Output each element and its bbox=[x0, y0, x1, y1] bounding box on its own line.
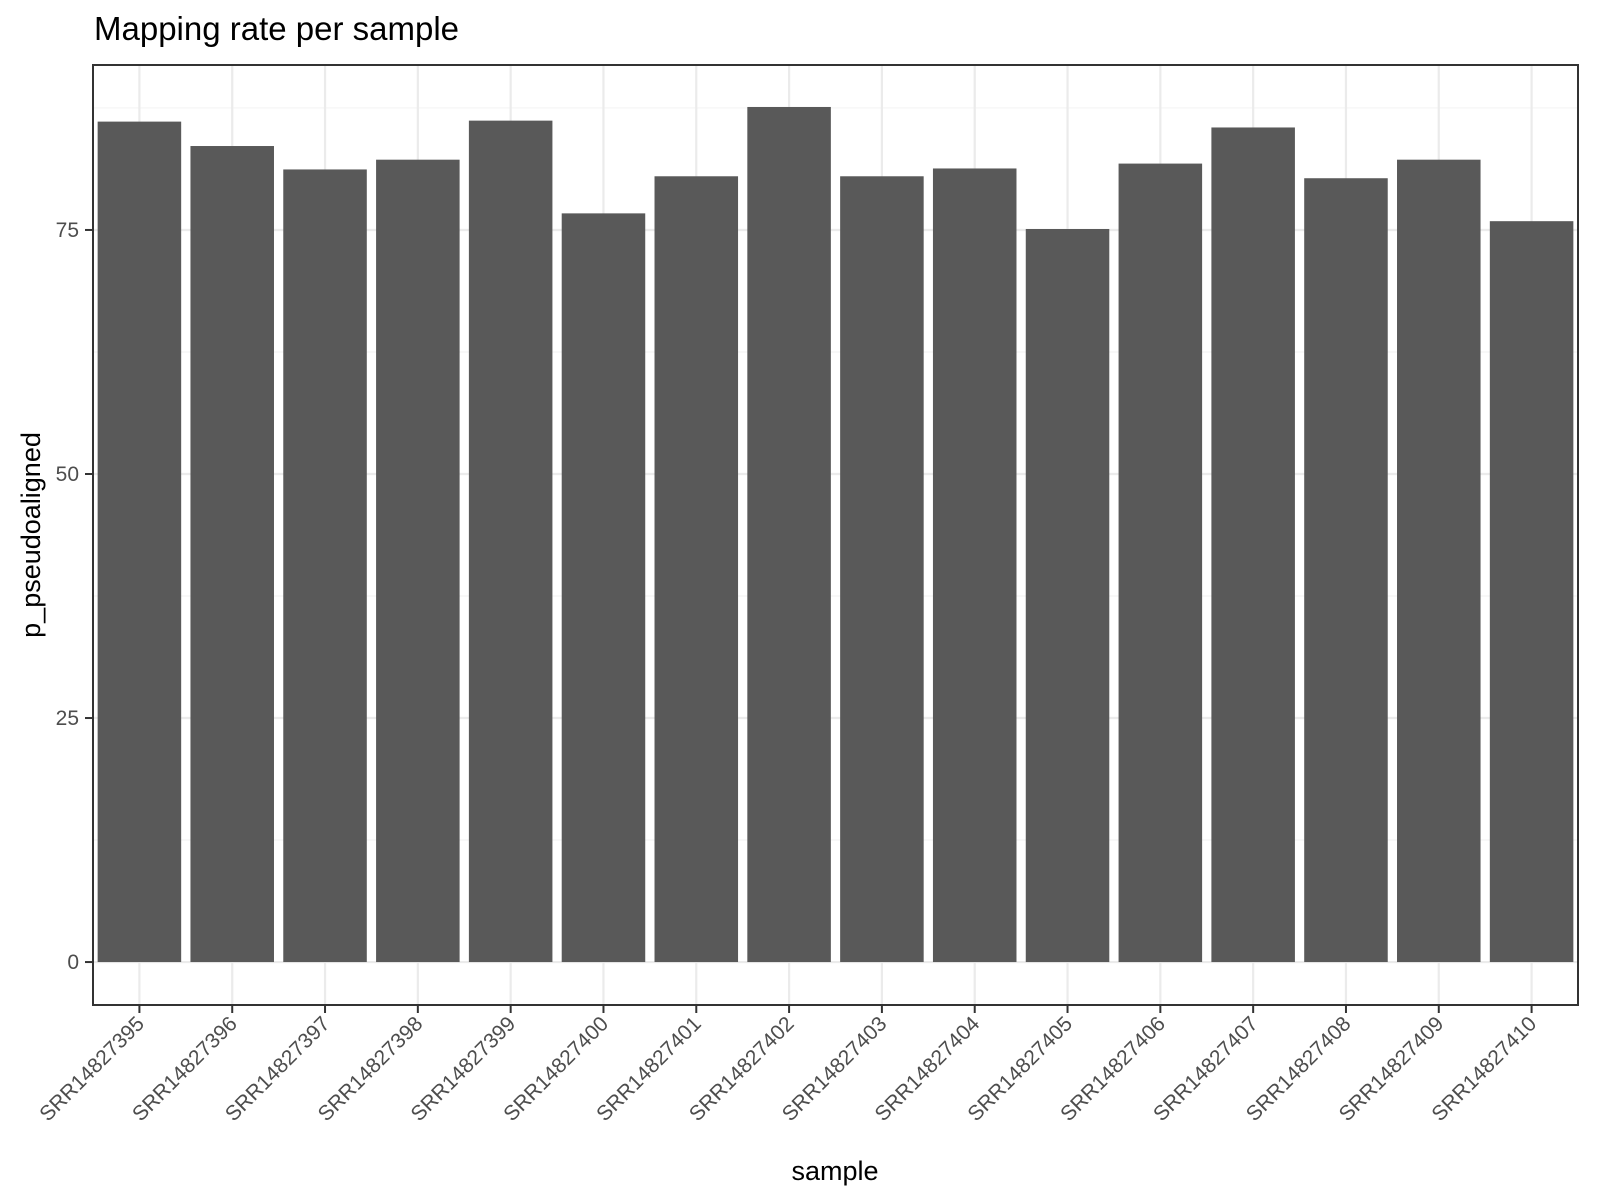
bar-SRR14827410 bbox=[1489, 221, 1574, 963]
y-tick-label: 25 bbox=[56, 707, 79, 730]
bar-SRR14827408 bbox=[1304, 178, 1388, 963]
bar-SRR14827400 bbox=[561, 213, 646, 963]
bar-SRR14827401 bbox=[654, 176, 739, 963]
bar-SRR14827403 bbox=[840, 176, 924, 963]
y-tick-label: 0 bbox=[67, 951, 79, 974]
bar-SRR14827396 bbox=[190, 146, 274, 963]
bar-SRR14827398 bbox=[376, 159, 460, 963]
bar-SRR14827399 bbox=[468, 120, 553, 963]
y-tick-label: 50 bbox=[56, 463, 79, 486]
bar-SRR14827405 bbox=[1025, 228, 1110, 963]
bar-SRR14827395 bbox=[97, 121, 182, 963]
bar-SRR14827409 bbox=[1397, 159, 1481, 963]
bar-SRR14827397 bbox=[283, 169, 367, 963]
bar-SRR14827404 bbox=[932, 168, 1017, 963]
panel-border bbox=[92, 64, 1579, 1006]
x-axis-title: sample bbox=[791, 1156, 878, 1186]
y-tick-label: 75 bbox=[56, 219, 79, 242]
x-axis: SRR14827395SRR14827396SRR14827397SRR1482… bbox=[35, 1005, 1541, 1126]
bar-SRR14827406 bbox=[1118, 163, 1203, 963]
chart-title: Mapping rate per sample bbox=[94, 10, 459, 47]
y-axis-title: p_pseudoaligned bbox=[16, 432, 46, 638]
bar-SRR14827407 bbox=[1211, 127, 1295, 963]
bars-layer bbox=[97, 106, 1574, 963]
y-axis: 0 25 50 75 bbox=[56, 219, 93, 974]
bar-SRR14827402 bbox=[747, 106, 831, 963]
